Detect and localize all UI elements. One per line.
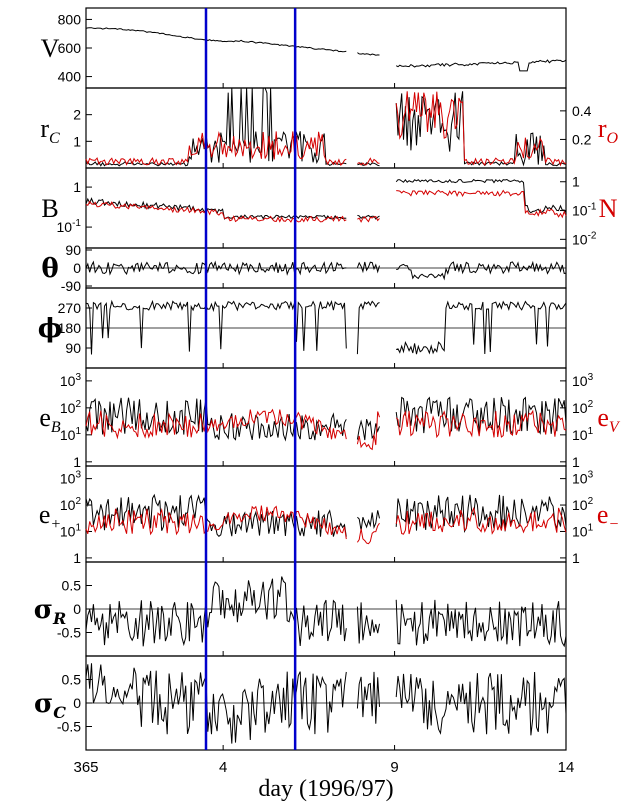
panel-phi: 270 180 90ϕ <box>38 287 567 369</box>
panel-label-sc: σC <box>34 689 66 722</box>
series-line-rc-0 <box>85 87 567 167</box>
right-tick-label-ep: 103 <box>572 470 594 487</box>
right-tick-label-ep: 1 <box>572 550 580 566</box>
right-tick-label-ep: 101 <box>572 522 594 539</box>
x-tick-label: 4 <box>219 759 227 776</box>
panel-label-sr: σR <box>34 595 66 628</box>
panel-right-label-ep: e− <box>597 500 619 533</box>
panel-label-rc: rC <box>40 114 60 147</box>
panel-label-ep: e+ <box>39 500 61 533</box>
x-axis-label: day (1996/97) <box>258 776 393 802</box>
panel-sc: 0.5 0 -0.5σC <box>34 655 567 751</box>
panel-theta: 90 0 -90θ <box>41 242 567 294</box>
y-tick-label-sr: 0 <box>73 601 81 617</box>
y-tick-label-V: 800 <box>58 11 82 27</box>
y-tick-label-theta: 0 <box>73 260 81 276</box>
y-tick-label-phi: 270 <box>58 300 82 316</box>
right-tick-label-B: 1 <box>572 174 580 190</box>
panel-right-label-B: N <box>599 194 618 223</box>
right-tick-label-ep: 102 <box>572 496 594 513</box>
series-line-B-0 <box>85 178 567 220</box>
series-line-theta-0 <box>85 260 567 281</box>
series-line-rc-1 <box>85 91 567 167</box>
y-tick-label-sc: -0.5 <box>57 719 81 735</box>
y-tick-label-theta: -90 <box>61 278 81 294</box>
y-tick-label-ep: 102 <box>60 496 82 513</box>
y-tick-label-phi: 180 <box>58 320 82 336</box>
y-tick-label-ep: 101 <box>60 522 82 539</box>
panel-label-V: V <box>41 34 60 63</box>
series-line-phi-0 <box>85 299 567 355</box>
y-tick-label-phi: 90 <box>65 340 81 356</box>
y-tick-label-B: 1 <box>73 179 81 195</box>
right-tick-label-eb: 1 <box>572 454 580 470</box>
panel-label-B: B <box>41 194 58 223</box>
y-tick-label-eb: 102 <box>60 399 82 416</box>
y-tick-label-eb: 103 <box>60 372 82 389</box>
y-tick-label-eb: 1 <box>73 454 81 470</box>
panel-rc: 2 1 0.4 0.2 rC rO <box>40 87 619 169</box>
series-line-eb-1 <box>85 408 567 451</box>
y-tick-label-rc: 2 <box>73 107 81 123</box>
y-tick-label-sc: 0 <box>73 695 81 711</box>
y-tick-label-sr: -0.5 <box>57 625 81 641</box>
y-tick-label-ep: 1 <box>73 550 81 566</box>
right-tick-label-eb: 103 <box>572 372 594 389</box>
panel-V: 800 600 400 V <box>41 7 567 89</box>
panel-B: 1 10-1 1 10-1 10-2 B N <box>41 167 618 249</box>
y-tick-label-sr: 0.5 <box>62 578 82 594</box>
panel-label-theta: θ <box>41 254 58 284</box>
y-tick-label-rc: 1 <box>73 133 81 149</box>
x-tick-label: 14 <box>558 759 575 776</box>
x-tick-label: 9 <box>390 759 398 776</box>
y-tick-label-B: 10-1 <box>57 218 82 235</box>
panel-label-eb: eB <box>39 403 61 436</box>
panel-sr: 0.5 0 -0.5σR <box>34 561 567 657</box>
panel-label-phi: ϕ <box>38 314 62 344</box>
y-tick-label-V: 600 <box>58 40 82 56</box>
y-tick-label-ep: 103 <box>60 470 82 487</box>
x-tick-label: 365 <box>73 759 98 776</box>
panel-right-label-eb: eV <box>597 403 621 436</box>
y-tick-label-eb: 101 <box>60 426 82 443</box>
series-line-eb-0 <box>85 396 567 442</box>
panel-frame-V <box>85 7 567 89</box>
series-line-ep-1 <box>85 505 567 545</box>
y-tick-label-theta: 90 <box>65 242 81 258</box>
right-tick-label-rc: 0.2 <box>572 131 592 147</box>
panel-right-label-rc: rO <box>598 114 619 147</box>
right-tick-label-eb: 102 <box>572 399 594 416</box>
series-line-B-1 <box>85 189 567 223</box>
right-tick-label-B: 10-2 <box>572 230 597 247</box>
series-line-sr-0 <box>85 576 567 648</box>
panel-ep: 103 102 101 1 103 102 101 1 e+ e− <box>39 465 619 566</box>
series-line-sc-0 <box>85 663 567 744</box>
y-tick-label-sc: 0.5 <box>62 672 82 688</box>
right-tick-label-eb: 101 <box>572 426 594 443</box>
y-tick-label-V: 400 <box>58 69 82 85</box>
right-tick-label-rc: 0.4 <box>572 103 592 119</box>
panel-eb: 103 102 101 1 103 102 101 1 eB eV <box>39 367 621 470</box>
series-line-V-0 <box>85 27 567 72</box>
right-tick-label-B: 10-1 <box>572 202 597 219</box>
